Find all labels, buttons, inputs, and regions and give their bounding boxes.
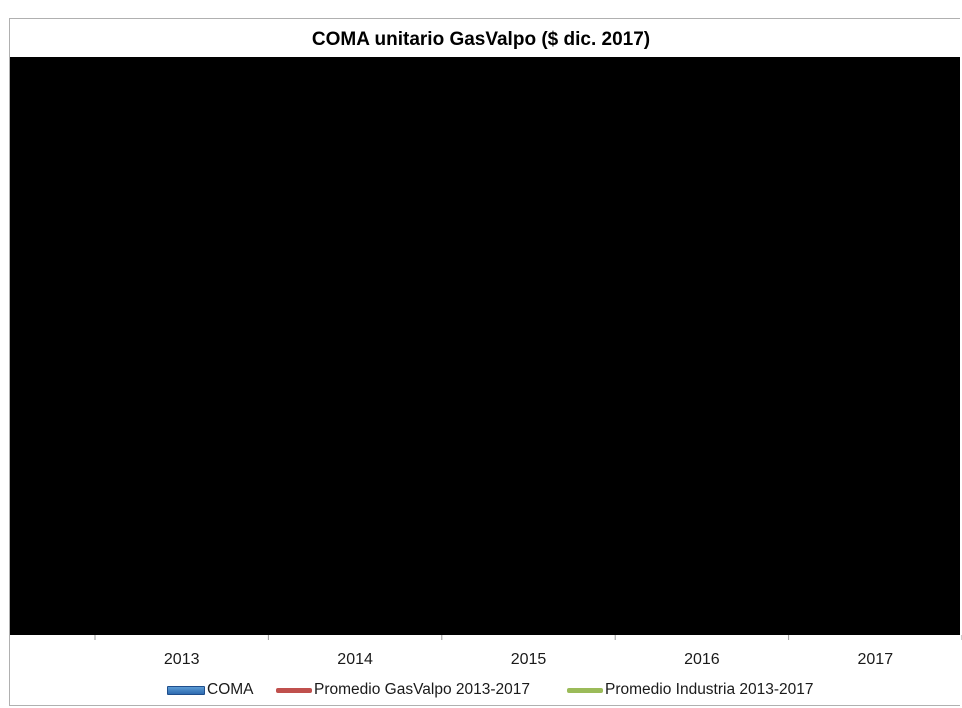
- x-axis: 2013 2014 2015 2016 2017: [94, 635, 962, 668]
- x-tick-label-2013: 2013: [164, 651, 200, 668]
- chart-title: COMA unitario GasValpo ($ dic. 2017): [311, 29, 651, 50]
- legend-label-coma: COMA: [207, 681, 254, 698]
- plot-area-obscured: [10, 57, 960, 635]
- x-tick-label-2016: 2016: [684, 651, 720, 668]
- chart-frame: [9, 18, 960, 706]
- x-tick-label-2017: 2017: [858, 651, 894, 668]
- legend-item-coma: COMA: [167, 679, 254, 701]
- x-tick-label-2015: 2015: [511, 651, 547, 668]
- legend-label-promedio-industria: Promedio Industria 2013-2017: [605, 681, 814, 698]
- legend-swatch-promedio-industria: [567, 687, 603, 693]
- legend-item-promedio-industria: Promedio Industria 2013-2017: [567, 679, 814, 701]
- chart-legend: COMA Promedio GasValpo 2013-2017 Promedi…: [0, 679, 962, 701]
- legend-swatch-promedio-gasvalpo: [276, 687, 312, 693]
- x-tick-label-2014: 2014: [337, 651, 373, 668]
- legend-swatch-coma: [167, 685, 205, 695]
- legend-label-promedio-gasvalpo: Promedio GasValpo 2013-2017: [314, 681, 530, 698]
- legend-item-promedio-gasvalpo: Promedio GasValpo 2013-2017: [276, 679, 530, 701]
